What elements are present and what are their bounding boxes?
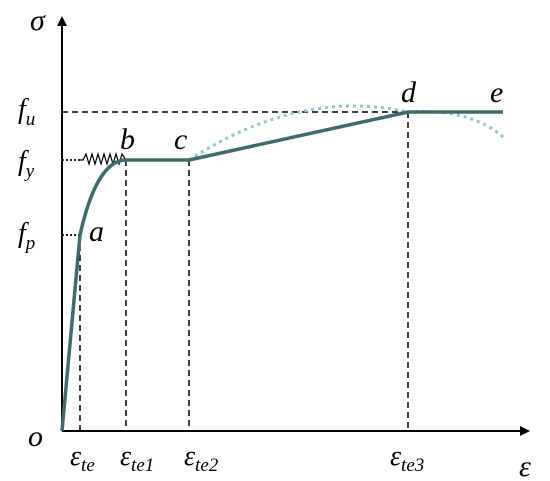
x-axis-symbol: ε (519, 450, 531, 481)
stress-strain-curve (60, 110, 503, 432)
origin-label: o (28, 420, 43, 453)
fu-label: fu (18, 94, 35, 130)
point-d-label: d (401, 76, 417, 109)
strain-hardening-dotted-curve (188, 104, 409, 162)
te3-label: εte3 (390, 441, 424, 476)
point-e-label: e (490, 76, 503, 109)
point-c-label: c (174, 123, 187, 156)
yield-plateau-wavy-line (80, 151, 127, 167)
point-a-label: a (89, 215, 104, 248)
fy-label: fy (18, 146, 35, 182)
te2-label: εte2 (184, 441, 219, 476)
point-b-label: b (120, 123, 135, 156)
te-label: εte (70, 441, 95, 476)
te1-label: εte1 (120, 441, 154, 476)
y-axis-symbol: σ (30, 4, 46, 37)
fp-label: fp (18, 218, 35, 254)
softening-dotted-curve (407, 110, 504, 139)
